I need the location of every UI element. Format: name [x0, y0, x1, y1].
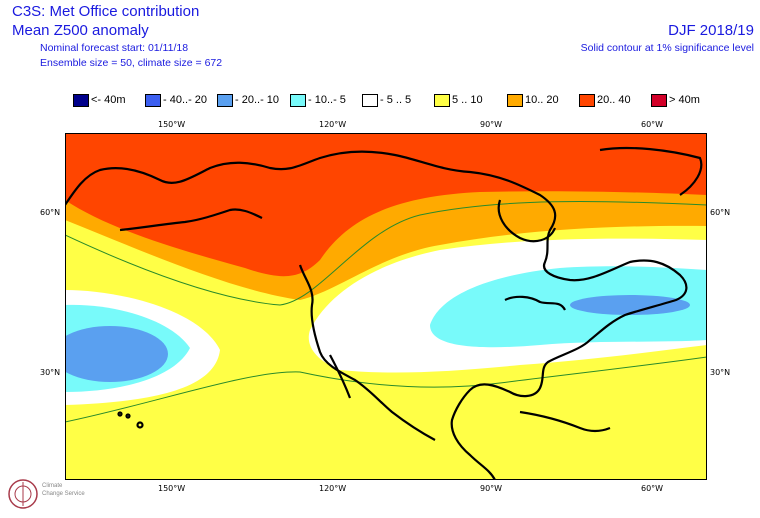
band-minus20-minus10-west	[65, 326, 168, 382]
significance-contour-north	[65, 200, 707, 306]
legend-swatch	[434, 93, 450, 107]
lat-tick-left: 60°N	[40, 208, 61, 217]
color-legend: <- 40m - 40..- 20 - 20..- 10 - 10..- 5 -…	[70, 92, 720, 108]
legend-item: - 5 .. 5	[362, 92, 411, 108]
legend-swatch	[145, 93, 161, 107]
legend-swatch	[651, 93, 667, 107]
legend-item: 20.. 40	[579, 92, 631, 108]
significance-note: Solid contour at 1% significance level	[580, 42, 754, 54]
legend-swatch	[507, 93, 523, 107]
legend-swatch	[217, 93, 233, 107]
copernicus-logo: Climate Change Service	[6, 476, 106, 516]
legend-item: - 20..- 10	[217, 92, 279, 108]
coastline-hudson-bay	[497, 199, 557, 243]
coastline-pacific	[298, 264, 436, 441]
lon-tick-top: 150°W	[158, 120, 186, 129]
lon-tick-top: 120°W	[319, 120, 347, 129]
logo-text-line1: Climate	[42, 483, 63, 489]
legend-item: > 40m	[651, 92, 700, 108]
legend-label: 10.. 20	[525, 94, 559, 106]
legend-label: 5 .. 10	[452, 94, 483, 106]
lon-tick-bottom: 90°W	[480, 484, 503, 493]
legend-label: > 40m	[669, 94, 700, 106]
legend-item: - 10..- 5	[290, 92, 346, 108]
significance-contour-south	[65, 356, 707, 423]
coastlines	[65, 146, 703, 480]
legend-swatch	[290, 93, 306, 107]
legend-label: - 20..- 10	[235, 94, 280, 106]
lon-tick-top: 60°W	[641, 120, 664, 129]
coastline-north-america	[65, 150, 688, 480]
legend-label: - 40..- 20	[163, 94, 208, 106]
anomaly-map	[65, 133, 707, 480]
band-20-40	[65, 133, 707, 277]
legend-swatch	[362, 93, 378, 107]
coastline-great-lakes	[504, 295, 566, 311]
map-subtitle: Mean Z500 anomaly	[12, 22, 149, 39]
legend-item: - 40..- 20	[145, 92, 207, 108]
lat-tick-right: 60°N	[710, 208, 731, 217]
coastline-cuba	[519, 410, 611, 433]
hawaii-island	[136, 421, 144, 429]
coastline-baja	[329, 354, 352, 399]
season-label: DJF 2018/19	[668, 22, 754, 39]
ensemble-size-text: Ensemble size = 50, climate size = 672	[40, 57, 223, 69]
legend-item: 5 .. 10	[434, 92, 483, 108]
legend-label: <- 40m	[91, 94, 126, 106]
map-frame	[65, 133, 707, 480]
lat-tick-left: 30°N	[40, 368, 61, 377]
legend-item: <- 40m	[73, 92, 126, 108]
map-title: C3S: Met Office contribution	[12, 3, 200, 20]
legend-label: - 10..- 5	[308, 94, 346, 106]
legend-label: 20.. 40	[597, 94, 631, 106]
coastline-greenland	[599, 146, 703, 196]
hawaii-island	[125, 413, 131, 419]
lon-tick-bottom: 120°W	[319, 484, 347, 493]
coastline-alaska	[119, 208, 263, 232]
hawaii-island	[117, 411, 123, 417]
band-minus10-minus5-east	[430, 266, 707, 348]
climate-logo-icon	[8, 479, 38, 509]
legend-swatch	[579, 93, 595, 107]
lat-tick-right: 30°N	[710, 368, 731, 377]
band-minus20-minus10-east	[570, 295, 690, 315]
legend-item: 10.. 20	[507, 92, 559, 108]
lon-tick-bottom: 60°W	[641, 484, 664, 493]
lon-tick-top: 90°W	[480, 120, 503, 129]
legend-label: - 5 .. 5	[380, 94, 412, 106]
forecast-start-text: Nominal forecast start: 01/11/18	[40, 42, 189, 54]
lon-tick-bottom: 150°W	[158, 484, 186, 493]
logo-text-line2: Change Service	[42, 491, 85, 497]
legend-swatch	[73, 93, 89, 107]
